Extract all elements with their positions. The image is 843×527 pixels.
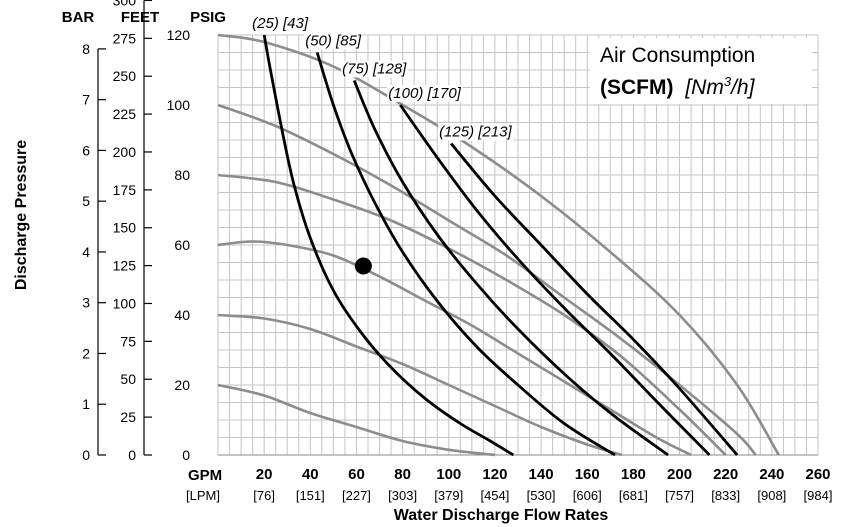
- air-consumption-label-5: (125) [213]: [439, 124, 512, 141]
- air-consumption-curve-2: [315, 52, 616, 457]
- air-consumption-label-1: (25) [43]: [252, 15, 309, 32]
- y-tick-label-bar: 0: [82, 447, 90, 463]
- y-tick-label-feet: 175: [113, 182, 137, 198]
- x-tick-label-gpm: 220: [713, 466, 738, 483]
- x-tick-label-lpm: [227]: [342, 488, 371, 503]
- air-consumption-curves: [262, 34, 739, 457]
- y-tick-label-feet: 150: [113, 220, 137, 236]
- y-tick-label-psig: 80: [174, 167, 190, 183]
- legend-units-nm: [Nm: [684, 76, 724, 99]
- x-tick-label-gpm: 20: [256, 466, 273, 483]
- x-tick-label-lpm: [833]: [711, 488, 740, 503]
- x-tick-label-lpm: [984]: [804, 488, 833, 503]
- air-pressure-curve-6: [217, 33, 780, 456]
- y-tick-label-psig: 0: [182, 447, 190, 463]
- x-tick-label-gpm: 80: [394, 466, 411, 483]
- x-tick-label-lpm: [151]: [296, 488, 325, 503]
- air-consumption-curve-3: [352, 79, 669, 457]
- y-axis-title: Discharge Pressure: [13, 140, 30, 290]
- air-pressure-curve-5: [217, 103, 757, 456]
- x-tick-label-lpm: [606]: [573, 488, 602, 503]
- y-tick-label-bar: 3: [82, 295, 90, 311]
- x-tick-label-gpm: 240: [759, 466, 784, 483]
- operating-point-marker: [354, 257, 372, 275]
- x-tick-label-lpm: [379]: [434, 488, 463, 503]
- curve-label-background: [304, 32, 363, 50]
- air-pressure-curves: [217, 33, 780, 457]
- curve-label-background: [341, 60, 409, 78]
- x-tick-label-gpm: 60: [348, 466, 365, 483]
- air-consumption-curve-5: [450, 142, 739, 456]
- y-tick-label-feet: 275: [113, 30, 137, 46]
- x-tick-label-gpm: 160: [575, 466, 600, 483]
- air-pressure-curve-3: [217, 240, 692, 457]
- y-tick-label-feet: 300: [113, 0, 137, 8]
- y-tick-label-psig: 40: [174, 307, 190, 323]
- axes: BAR012345678FEET025507510012515017520022…: [62, 0, 833, 503]
- air-pressure-curve-4: [217, 173, 727, 456]
- y-tick-label-feet: 25: [120, 409, 136, 425]
- air-pressure-curve-1: [217, 383, 496, 457]
- y-tick-label-bar: 1: [82, 396, 90, 412]
- air-pressure-curve-2: [217, 313, 623, 457]
- y-tick-label-psig: 100: [167, 97, 191, 113]
- y-tick-label-feet: 50: [120, 371, 136, 387]
- y-tick-label-feet: 250: [113, 68, 137, 84]
- y-tick-label-bar: 6: [82, 142, 90, 158]
- y-tick-label-psig: 20: [174, 377, 190, 393]
- y-tick-label-feet: 0: [128, 447, 136, 463]
- x-tick-label-gpm: 180: [621, 466, 646, 483]
- air-consumption-curve-1: [262, 34, 515, 457]
- x-tick-label-lpm: [757]: [665, 488, 694, 503]
- y-tick-label-feet: 225: [113, 106, 137, 122]
- air-consumption-curve-labels: (25) [43](50) [85] (75) [128] (100) [170] (…: [251, 15, 514, 141]
- y-tick-label-bar: 4: [82, 244, 90, 260]
- x-tick-label-lpm: [530]: [527, 488, 556, 503]
- legend-background: [590, 38, 812, 104]
- air-consumption-label-4: (100) [170]: [388, 85, 461, 102]
- x-tick-label-gpm: 100: [436, 466, 461, 483]
- y-tick-label-bar: 2: [82, 345, 90, 361]
- legend-units: (SCFM) [Nm3/h]: [600, 74, 756, 99]
- y-tick-label-bar: 8: [82, 41, 90, 57]
- air-consumption-label-2: (50) [85]: [305, 33, 362, 50]
- legend-title: Air Consumption: [600, 44, 755, 67]
- x-tick-label-gpm: 200: [667, 466, 692, 483]
- x-axis-title: Water Discharge Flow Rates: [394, 507, 609, 524]
- x-tick-label-lpm: [76]: [253, 488, 275, 503]
- x-tick-label-lpm: [454]: [480, 488, 509, 503]
- y-tick-label-feet: 125: [113, 258, 137, 274]
- y-tick-label-feet: 100: [113, 295, 137, 311]
- y-tick-label-psig: 120: [167, 27, 191, 43]
- curve-label-background: [387, 85, 463, 102]
- y-axis-header-psig: PSIG: [190, 9, 226, 26]
- x-unit-lpm: [LPM]: [186, 488, 220, 503]
- y-tick-label-bar: 5: [82, 193, 90, 209]
- x-tick-label-lpm: [908]: [757, 488, 786, 503]
- x-tick-label-lpm: [681]: [619, 488, 648, 503]
- curve-label-background: [438, 123, 514, 141]
- y-tick-label-psig: 60: [174, 237, 190, 253]
- air-consumption-curve-4: [399, 104, 711, 456]
- y-axis-header-bar: BAR: [62, 9, 95, 26]
- y-tick-label-feet: 200: [113, 144, 137, 160]
- x-tick-label-gpm: 120: [482, 466, 507, 483]
- y-tick-label-feet: 75: [120, 333, 136, 349]
- x-tick-label-gpm: 140: [529, 466, 554, 483]
- x-tick-label-lpm: [303]: [388, 488, 417, 503]
- x-tick-label-gpm: 40: [302, 466, 319, 483]
- legend-units-sup: 3: [724, 74, 732, 89]
- y-tick-label-bar: 7: [82, 92, 90, 108]
- curve-label-background: [251, 15, 310, 32]
- legend-units-scfm: (SCFM): [600, 76, 673, 99]
- air-consumption-label-3: (75) [128]: [342, 61, 407, 78]
- x-unit-gpm: GPM: [188, 467, 222, 484]
- y-axis-header-feet: FEET: [121, 9, 159, 26]
- legend-units-per-h: /h]: [729, 76, 756, 99]
- x-tick-label-gpm: 260: [805, 466, 830, 483]
- operating-point-layer: [354, 257, 372, 275]
